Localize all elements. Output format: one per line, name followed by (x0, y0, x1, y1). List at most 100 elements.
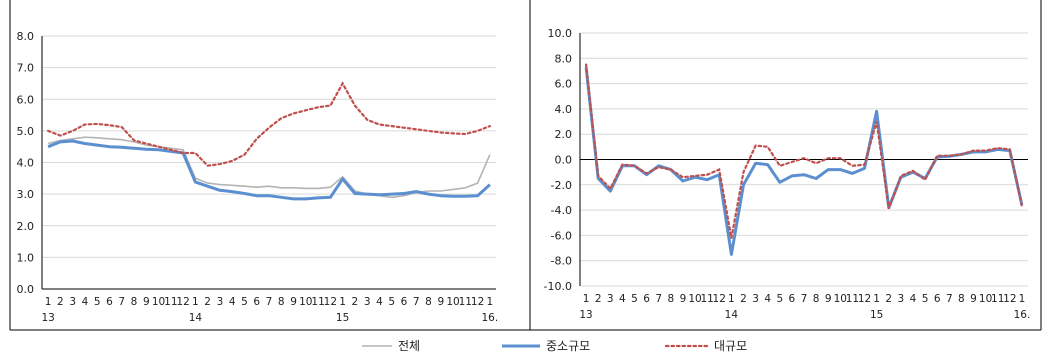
x-tick-label: 4 (376, 296, 383, 308)
y-tick-label: 6.0 (555, 78, 573, 91)
x-year-label: 13 (41, 312, 54, 324)
x-tick-label: 3 (607, 293, 614, 305)
x-tick-label: 12 (1003, 293, 1016, 305)
x-tick-label: 1 (487, 296, 494, 308)
x-tick-label: 11 (459, 296, 472, 308)
y-tick-label: 8.0 (17, 30, 35, 43)
x-tick-label: 1 (583, 293, 590, 305)
y-tick-label: -8.0 (551, 255, 572, 268)
x-tick-label: 12 (176, 296, 189, 308)
right-line-chart: -10.0 -8.0 -6.0 -4.0 -2.0 0.0 2.0 4.0 6.0 8.0 10.0… (544, 27, 1031, 321)
x-tick-label: 9 (680, 293, 687, 305)
x-tick-label: 1 (873, 293, 880, 305)
series-line-large (46, 81, 491, 167)
x-tick-label: 3 (217, 296, 224, 308)
x-tick-label: 2 (595, 293, 602, 305)
x-tick-label: 8 (958, 293, 965, 305)
x-tick-label: 8 (813, 293, 820, 305)
y-tick-label: 8.0 (555, 52, 573, 65)
x-tick-label: 2 (204, 296, 211, 308)
x-tick-label: 5 (94, 296, 101, 308)
x-tick-label: 7 (801, 293, 808, 305)
x-tick-label: 8 (131, 296, 138, 308)
x-year-label: 13 (579, 309, 592, 321)
y-tick-label: 2.0 (555, 128, 573, 141)
x-tick-label: 8 (278, 296, 285, 308)
legend-label-large: 대규모 (714, 339, 747, 353)
x-tick-label: 6 (643, 293, 650, 305)
legend-label-sme: 중소규모 (546, 339, 590, 353)
x-year-label: 16. (482, 312, 499, 324)
x-tick-label: 10 (979, 293, 992, 305)
x-tick-label: 9 (290, 296, 297, 308)
x-tick-label: 12 (324, 296, 337, 308)
x-tick-label: 10 (299, 296, 312, 308)
x-tick-label: 4 (910, 293, 917, 305)
x-tick-label: 6 (253, 296, 260, 308)
y-tick-label: 2.0 (17, 220, 35, 233)
x-tick-label: 5 (776, 293, 783, 305)
series-line-large (584, 63, 1024, 239)
x-tick-label: 2 (740, 293, 747, 305)
x-year-label: 15 (870, 309, 883, 321)
x-tick-label: 10 (688, 293, 701, 305)
x-tick-label: 3 (364, 296, 371, 308)
x-tick-label: 12 (713, 293, 726, 305)
legend: 전체 중소규모 대규모 (362, 339, 747, 353)
x-tick-label: 4 (82, 296, 89, 308)
x-tick-label: 1 (192, 296, 199, 308)
x-tick-label: 2 (57, 296, 64, 308)
x-tick-label: 9 (143, 296, 150, 308)
x-tick-label: 4 (619, 293, 626, 305)
x-tick-label: 10 (446, 296, 459, 308)
x-tick-label: 12 (471, 296, 484, 308)
x-tick-label: 5 (388, 296, 395, 308)
x-tick-label: 1 (728, 293, 735, 305)
y-tick-label: -10.0 (544, 280, 572, 293)
x-tick-label: 5 (922, 293, 929, 305)
series-line-sme (47, 139, 491, 201)
y-tick-label: 1.0 (17, 251, 35, 264)
x-tick-label: 6 (106, 296, 113, 308)
y-tick-label: 6.0 (17, 93, 35, 106)
x-tick-label: 9 (970, 293, 977, 305)
x-tick-label: 7 (266, 296, 273, 308)
x-tick-label: 3 (898, 293, 905, 305)
left-line-chart: 0.01.02.03.04.05.06.07.08.01 2 3 4 5 6 7 8 9 1011… (17, 30, 499, 324)
x-tick-label: 7 (946, 293, 953, 305)
x-tick-label: 1 (1019, 293, 1026, 305)
y-tick-label: -4.0 (551, 204, 572, 217)
x-tick-label: 5 (241, 296, 248, 308)
y-tick-label: 7.0 (17, 62, 35, 75)
y-tick-label: 10.0 (548, 27, 573, 40)
x-tick-label: 10 (152, 296, 165, 308)
series-line-sme (584, 67, 1024, 256)
y-tick-label: -2.0 (551, 179, 572, 192)
x-tick-label: 8 (667, 293, 674, 305)
x-tick-label: 3 (752, 293, 759, 305)
x-tick-label: 7 (413, 296, 420, 308)
x-tick-label: 1 (45, 296, 52, 308)
x-tick-label: 2 (352, 296, 359, 308)
x-tick-label: 5 (631, 293, 638, 305)
x-tick-label: 11 (846, 293, 859, 305)
x-year-label: 14 (189, 312, 203, 324)
x-tick-label: 9 (825, 293, 832, 305)
legend-label-total: 전체 (398, 339, 420, 353)
x-tick-label: 4 (229, 296, 236, 308)
x-year-label: 15 (336, 312, 349, 324)
x-tick-label: 2 (885, 293, 892, 305)
x-year-label: 16. (1014, 309, 1031, 321)
x-tick-label: 12 (858, 293, 871, 305)
x-tick-label: 9 (437, 296, 444, 308)
y-tick-label: 0.0 (555, 154, 573, 167)
x-tick-label: 6 (934, 293, 941, 305)
x-tick-label: 6 (401, 296, 408, 308)
x-tick-label: 6 (789, 293, 796, 305)
x-tick-label: 8 (425, 296, 432, 308)
y-tick-label: 3.0 (17, 188, 35, 201)
x-tick-label: 3 (69, 296, 76, 308)
y-tick-label: 0.0 (17, 283, 35, 296)
x-tick-label: 1 (339, 296, 346, 308)
